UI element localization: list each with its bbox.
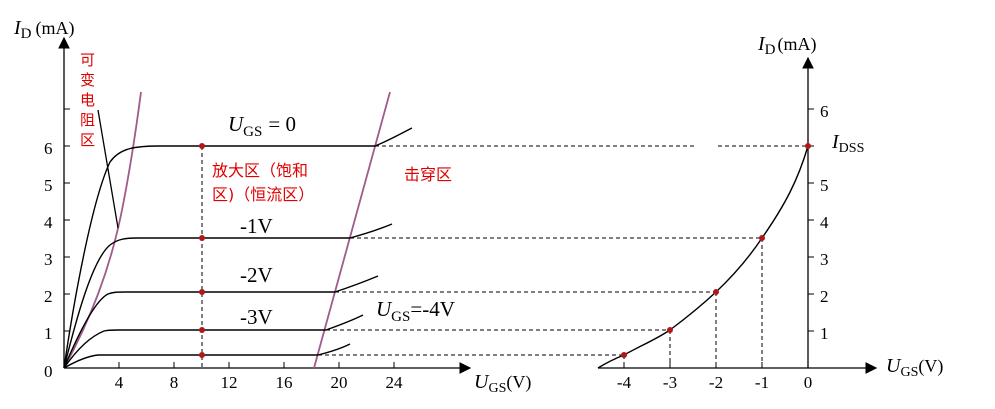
curve-ugs-minus-4 [63, 343, 351, 369]
left-y-tick-label: 2 [44, 287, 53, 306]
left-y-tick-label: 6 [44, 139, 53, 158]
left-x-tick-label: 20 [331, 373, 348, 392]
left-y-tick-label: 3 [44, 250, 53, 269]
left-x-tick-label: 4 [115, 373, 124, 392]
left-x-axis-label: UGS(V) [474, 371, 531, 396]
operating-point [199, 327, 205, 333]
left-x-tick-label: 24 [386, 373, 404, 392]
label-ugs-minus-3: -3V [240, 305, 273, 329]
right-x-tick-label: -4 [617, 373, 632, 392]
curve-ugs-minus-3 [63, 314, 364, 369]
right-y-tick-label: 5 [820, 176, 829, 195]
idss-label: IDSS [831, 131, 864, 156]
transfer-point [805, 143, 811, 149]
left-y-tick-label: 5 [44, 176, 53, 195]
transfer-point [759, 235, 765, 241]
label-ugs-0: UGS = 0 [228, 112, 296, 140]
amplification-region-label-line2: 区)（恒流区） [212, 185, 314, 204]
right-x-tick-label: -2 [709, 373, 723, 392]
breakdown-boundary [313, 91, 391, 369]
left-y-axis-label: ID (mA) [13, 17, 75, 42]
right-x-axis-label: UGS(V) [886, 355, 943, 380]
left-y-tick-label: 0 [44, 362, 53, 381]
curve-ugs-minus-2 [63, 275, 379, 369]
transfer-characteristic: 1 2 3 4 5 6 -4 -3 -2 -1 0 ID (mA) UGS(V) … [597, 33, 943, 392]
curve-ugs-0 [63, 127, 413, 369]
left-x-tick-label: 8 [170, 373, 179, 392]
transfer-point [713, 289, 719, 295]
transfer-point [667, 327, 673, 333]
variable-resistance-boundary [63, 91, 142, 369]
right-x-tick-label: 0 [804, 373, 813, 392]
operating-point [199, 143, 205, 149]
left-y-tick-marks [64, 108, 70, 332]
right-y-axis-label: ID (mA) [757, 33, 817, 58]
label-ugs-minus-4: UGS=-4V [376, 297, 455, 325]
left-x-tick-marks [118, 362, 395, 368]
left-x-tick-label: 12 [221, 373, 238, 392]
svg-text:阻: 阻 [80, 111, 95, 129]
right-x-tick-marks [623, 362, 763, 368]
amplification-region-label-line1: 放大区（饱和 [212, 161, 308, 180]
right-y-tick-label: 3 [820, 250, 829, 269]
curve-ugs-minus-1 [63, 223, 393, 369]
svg-text:变: 变 [80, 71, 95, 89]
right-x-tick-label: -3 [663, 373, 677, 392]
transfer-curve [597, 145, 809, 369]
transfer-dashed-drops [623, 238, 763, 368]
right-y-tick-label: 4 [820, 213, 829, 232]
operating-point [199, 289, 205, 295]
connector-dashed-lines [318, 145, 807, 356]
operating-point [199, 352, 205, 358]
right-y-tick-marks [808, 108, 814, 332]
transfer-point [621, 352, 627, 358]
svg-text:可: 可 [80, 51, 95, 69]
left-y-tick-label: 1 [44, 324, 53, 343]
variable-resistance-region-label: 可 变 电 阻 区 [80, 51, 95, 149]
operating-point [199, 235, 205, 241]
left-x-tick-label: 16 [276, 373, 293, 392]
label-ugs-minus-1: -1V [240, 214, 273, 238]
right-y-tick-label: 1 [820, 324, 829, 343]
svg-text:电: 电 [80, 91, 95, 109]
right-x-tick-label: -1 [755, 373, 769, 392]
right-y-tick-label: 6 [820, 102, 829, 121]
breakdown-region-label: 击穿区 [404, 165, 452, 184]
svg-text:区: 区 [80, 131, 95, 149]
output-characteristics: 0 1 2 3 4 5 6 4 8 12 16 20 24 ID (mA) UGS… [13, 17, 531, 396]
left-y-tick-label: 4 [44, 213, 53, 232]
region-pointer [97, 109, 119, 229]
right-y-tick-label: 2 [820, 287, 829, 306]
label-ugs-minus-2: -2V [240, 263, 273, 287]
